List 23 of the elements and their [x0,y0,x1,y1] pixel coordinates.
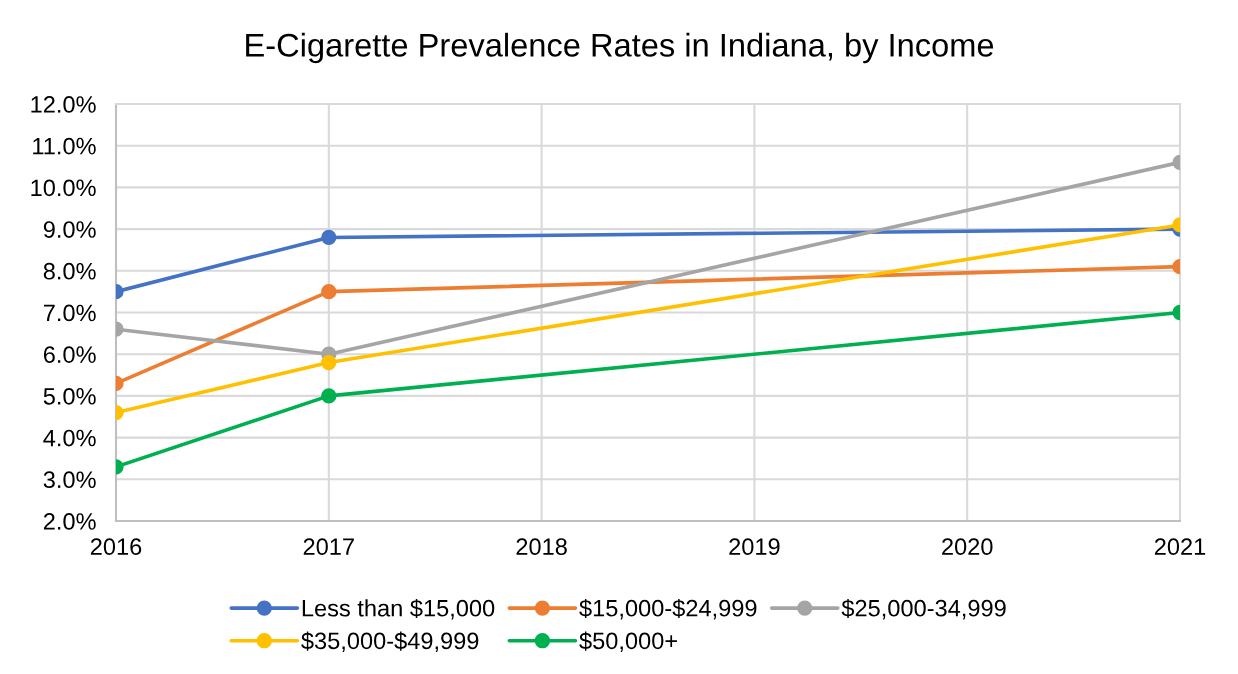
chart-title: E-Cigarette Prevalence Rates in Indiana, by Income [246,32,994,64]
y-tick-label: 9.0% [43,221,96,238]
legend-label: $50,000+ [579,631,677,653]
y-tick-label: 6.0% [43,346,96,363]
x-tick-label: 2020 [942,538,993,556]
y-tick-label: 5.0% [43,387,96,405]
legend-label: Less than $15,000 [302,598,495,620]
y-tick-label: 3.0% [43,471,96,489]
y-tick-label: 4.0% [43,429,96,447]
y-tick-label: 12.0% [31,96,96,113]
x-tick-label: 2018 [516,538,567,556]
legend-label: $35,000-$49,999 [301,631,479,653]
y-tick-label: 11.0% [33,137,96,155]
legend-label: $25,000-34,999 [841,598,1006,620]
y-tick-label: 7.0% [43,304,96,322]
x-tick-label: 2019 [729,538,780,556]
x-tick-label: 2021 [1154,538,1206,556]
y-tick-label: 2.0% [43,513,96,530]
y-tick-label: 10.0% [31,179,96,197]
x-tick-label: 2017 [303,538,354,556]
legend-label: $15,000-$24,999 [579,598,757,620]
y-tick-label: 8.0% [43,262,96,280]
x-tick-label: 2016 [90,538,142,556]
